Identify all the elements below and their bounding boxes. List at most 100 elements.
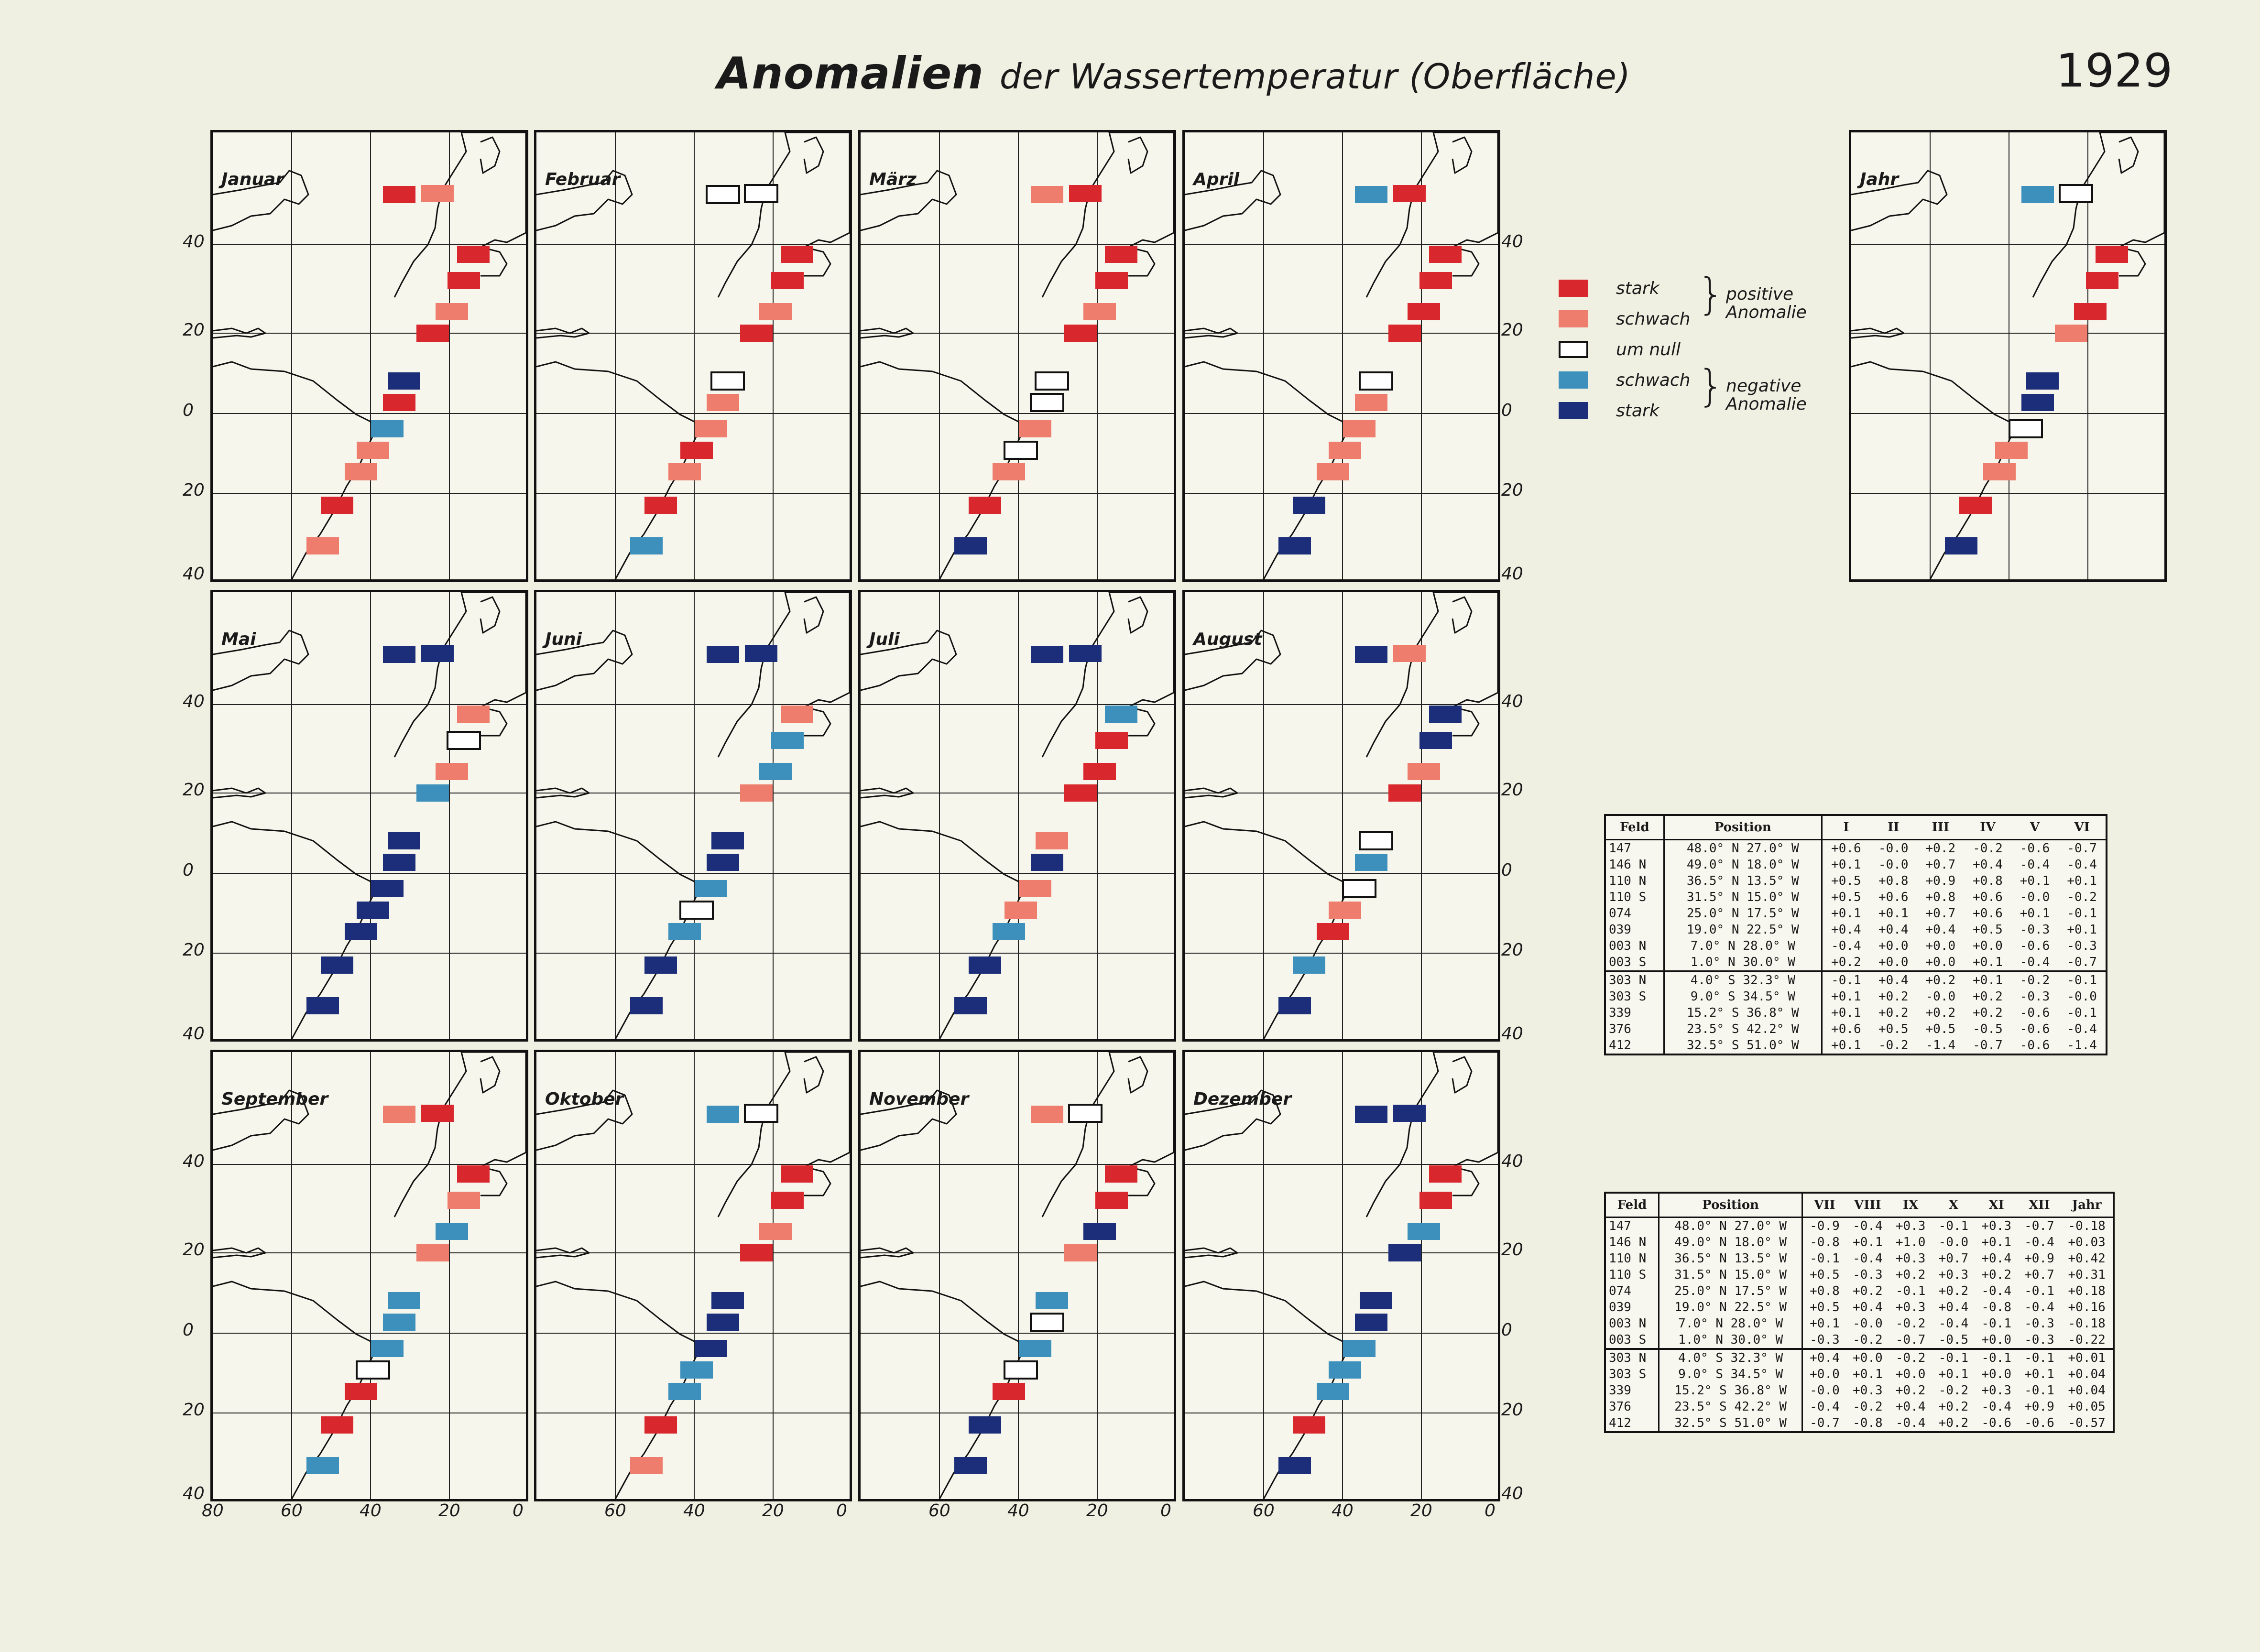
anomaly-box-weak-pos [345,463,377,480]
map-month-label: Oktober [545,1089,624,1109]
longitude-label: 20 [1410,1501,1432,1521]
table-cell: +0.3 [1895,1300,1926,1315]
table-cell: -0.3 [2024,1333,2054,1347]
anomaly-box-weak-neg [1036,1292,1068,1309]
legend-swatch-strong-pos [1559,280,1588,297]
latitude-label: 40 [183,564,205,584]
table-cell: +0.0 [1878,955,1909,969]
africa-coast [393,132,526,298]
anomaly-box-strong-neg [954,537,987,554]
anomaly-box-weak-neg [371,420,404,437]
map-month-label: September [221,1089,328,1109]
anomaly-box-strong-pos [2074,303,2107,320]
map-svg [1185,1052,1498,1499]
legend-group-negative: negative Anomalie [1726,376,1807,414]
table-row: 146 N 49.0° N 18.0° W -0.8 +0.1 +1.0 -0.0 +0.1… [1606,1234,2113,1250]
iberia-coast [2118,246,2146,277]
table-cell: 303 N [1606,970,1665,989]
table-cell: +0.1 [1938,1367,1969,1381]
table-cell: +0.4 [1895,1400,1926,1414]
africa-coast [1041,1052,1174,1217]
map-svg [861,1052,1174,1499]
map-panel-maerz: März [858,130,1176,582]
caribbean-coast [861,787,914,799]
table-cell: -0.2 [1895,1316,1926,1331]
anomaly-box-weak-pos [1983,463,2016,480]
table-cell: +0.0 [1846,1348,1889,1366]
anomaly-box-strong-neg [707,646,739,663]
anomaly-box-weak-pos [1019,880,1051,897]
iberia-coast [804,246,831,277]
table-cell: 9.0° S 34.5° W [1664,989,1823,1005]
north-america-coast [213,170,309,231]
north-america-coast [213,1089,309,1151]
latitude-label: 20 [1501,940,1523,960]
table-cell: 146 N [1606,857,1665,873]
anomaly-box-weak-neg [388,1292,420,1309]
map-month-label: Januar [221,170,284,189]
table-cell: -0.3 [2020,989,2050,1004]
table-row: 003 N 7.0° N 28.0° W -0.4 +0.0 +0.0 +0.0 -0.6 -… [1606,938,2106,954]
anomaly-box-strong-pos [1419,1192,1452,1209]
table-cell: +0.1 [2024,1367,2054,1381]
anomaly-box-weak-neg [1408,1223,1440,1240]
longitude-label: 40 [360,1501,382,1521]
table-cell: +0.2 [1981,1268,2011,1282]
anomaly-box-strong-pos [1429,1165,1462,1183]
anomaly-box-weak-neg [668,923,701,940]
table-cell: -0.4 [2024,1235,2054,1250]
anomaly-box-strong-neg [345,923,377,940]
table-cell: -0.6 [1981,1416,2011,1430]
anomaly-box-weak-pos [668,463,701,480]
anomaly-box-strong-neg [383,646,415,663]
anomaly-box-weak-pos [436,303,468,320]
table-cell: -0.9 [1810,1219,1840,1233]
anomaly-box-strong-neg [1293,497,1325,514]
anomaly-box-weak-pos [1036,832,1068,849]
table-cell: 7.0° N 28.0° W [1659,1315,1803,1332]
british-isles-coast [1452,596,1473,634]
table-cell: +0.8 [1925,890,1956,904]
table-cell: +0.2 [1831,955,1861,969]
map-month-label: Dezember [1193,1089,1292,1109]
map-svg [536,1052,850,1499]
anomaly-box-strong-neg [2021,394,2054,411]
table-cell: +0.4 [1831,923,1861,937]
table-cell: +0.1 [2067,874,2097,888]
anomaly-box-null [1068,1104,1103,1123]
table-cell: 147 [1606,839,1665,857]
table-cell: -0.4 [2067,858,2097,872]
anomaly-box-weak-pos [759,303,792,320]
anomaly-box-weak-pos [630,1457,663,1474]
latitude-label: 40 [183,692,205,711]
anomaly-box-strong-pos [345,1383,377,1400]
table-row: 412 32.5° S 51.0° W +0.1 -0.2 -1.4 -0.7 -0.6 -1… [1606,1037,2106,1054]
table-cell: 003 S [1606,954,1665,971]
africa-coast [1041,132,1174,298]
anomaly-box-weak-pos [1355,394,1387,411]
legend-swatch-strong-neg [1559,402,1588,419]
africa-coast [1365,1052,1498,1217]
map-svg [213,132,526,579]
british-isles-coast [1127,1056,1148,1094]
anomaly-box-strong-neg [321,956,353,974]
map-month-label: Mai [221,630,256,649]
anomaly-box-strong-neg [1031,646,1063,663]
table-cell: +0.1 [1810,1316,1840,1331]
latitude-label: 20 [1501,320,1523,340]
north-america-coast [536,170,633,231]
table-cell: -0.8 [1810,1235,1840,1250]
anomaly-box-strong-pos [1064,784,1097,802]
table-cell: +0.6 [1831,841,1861,856]
table-header: IV [1964,816,2011,840]
caribbean-coast [861,327,914,339]
iberia-coast [804,706,831,737]
latitude-label: 40 [183,1152,205,1171]
table-cell: -0.0 [1878,841,1909,856]
table-cell: +0.1 [1853,1367,1883,1381]
british-isles-coast [480,136,501,174]
table-cell: +0.2 [1973,989,2003,1004]
anomaly-box-strong-pos [680,442,713,459]
anomaly-box-weak-pos [448,1192,480,1209]
anomaly-box-null [1342,879,1376,898]
